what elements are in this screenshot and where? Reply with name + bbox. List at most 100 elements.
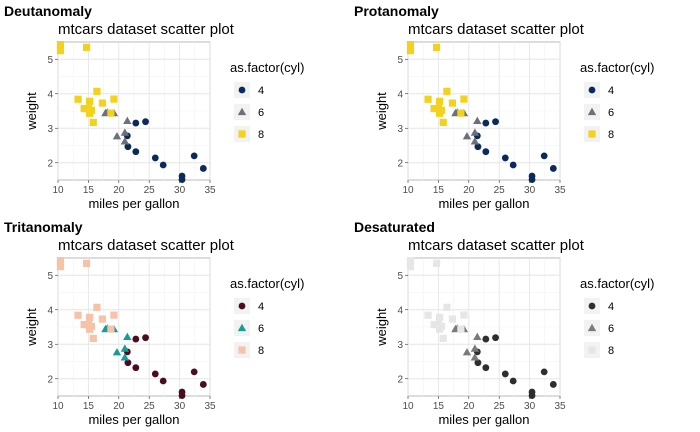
x-tick-label: 25 [144,185,156,196]
point-cyl-8 [98,315,106,323]
point-cyl-6 [123,332,132,340]
point-cyl-4 [190,152,198,160]
gridlines [57,41,211,181]
legend-label: 8 [608,345,614,357]
point-cyl-8 [56,41,65,49]
point-cyl-8 [439,334,447,342]
point-cyl-8 [406,41,415,49]
point-cyl-8 [430,320,438,329]
y-tick-label: 2 [397,158,403,169]
legend-key-4 [588,86,596,94]
y-axis-title: weight [374,308,389,347]
legend-label: 6 [608,323,614,335]
x-axis-title: miles per gallon [438,196,529,211]
point-cyl-6 [120,137,130,145]
point-cyl-8 [89,334,97,342]
x-tick-label: 20 [463,185,475,196]
legend-label: 8 [258,129,264,141]
point-cyl-4 [509,377,517,385]
point-cyl-6 [462,131,472,140]
data-points [406,257,557,399]
legend-key-8 [588,346,596,354]
legend-label: 4 [258,301,264,313]
point-cyl-4 [540,152,548,160]
point-cyl-8 [56,47,65,55]
x-tick-label: 15 [83,185,95,196]
panel-label: Protanomaly [354,3,439,19]
legend-label: 4 [608,301,614,313]
point-cyl-8 [460,95,468,103]
point-cyl-8 [80,104,88,113]
point-cyl-4 [549,381,557,388]
x-tick-label: 20 [113,401,125,412]
point-cyl-6 [470,128,480,136]
point-cyl-4 [482,335,490,343]
y-tick-label: 4 [47,305,53,316]
point-cyl-6 [462,347,472,356]
point-cyl-4 [492,334,499,342]
point-cyl-8 [110,311,118,319]
point-cyl-4 [142,334,149,342]
x-tick-label: 25 [144,401,156,412]
point-cyl-8 [84,104,92,113]
y-tick-label: 5 [397,55,403,66]
legend: as.factor(cyl) 4 6 8 [230,276,304,358]
x-tick-label: 20 [113,185,125,196]
x-tick-label: 10 [402,185,414,196]
point-cyl-6 [112,347,122,356]
point-cyl-4 [142,118,149,126]
y-tick-label: 3 [397,124,403,135]
point-cyl-4 [151,154,159,162]
legend-title: as.factor(cyl) [230,60,304,75]
x-tick-label: 35 [204,401,216,412]
plot-title: mtcars dataset scatter plot [408,21,585,38]
point-cyl-4 [159,377,167,385]
point-cyl-8 [74,311,82,319]
y-tick-label: 2 [47,374,53,385]
point-cyl-4 [132,148,140,156]
point-cyl-8 [98,99,106,107]
point-cyl-8 [82,43,91,51]
point-cyl-4 [528,392,536,399]
point-cyl-8 [84,320,92,329]
point-cyl-8 [432,43,441,51]
legend-key-4 [238,86,246,94]
point-cyl-6 [470,137,480,145]
x-tick-label: 20 [463,401,475,412]
point-cyl-4 [501,370,509,378]
y-axis-title: weight [24,308,39,347]
legend-key-8 [238,346,246,354]
panel-label: Deutanomaly [4,3,92,19]
x-axis-title: miles per gallon [88,412,179,427]
y-tick-label: 5 [397,271,403,282]
legend-key-4 [588,302,596,310]
legend-key-8 [238,130,246,138]
x-tick-label: 30 [174,185,186,196]
point-cyl-4 [540,368,548,376]
point-cyl-8 [86,97,94,105]
y-tick-label: 4 [47,89,53,100]
point-cyl-4 [159,161,167,169]
point-cyl-6 [120,344,130,352]
point-cyl-4 [482,364,490,372]
legend: as.factor(cyl) 4 6 8 [580,276,654,358]
legend-key-6 [237,323,247,332]
x-tick-label: 15 [433,401,445,412]
point-cyl-8 [430,104,438,113]
legend-label: 6 [258,323,264,335]
point-cyl-8 [434,320,442,329]
point-cyl-8 [406,257,415,265]
point-cyl-4 [132,335,140,343]
point-cyl-4 [474,359,482,367]
legend-label: 4 [258,85,264,97]
point-cyl-4 [132,119,140,127]
point-cyl-8 [89,118,97,126]
legend-title: as.factor(cyl) [580,60,654,75]
point-cyl-8 [436,313,444,321]
x-tick-label: 30 [174,401,186,412]
legend-label: 8 [608,129,614,141]
y-axis-title: weight [374,92,389,131]
y-tick-label: 3 [397,340,403,351]
point-cyl-4 [178,392,186,399]
